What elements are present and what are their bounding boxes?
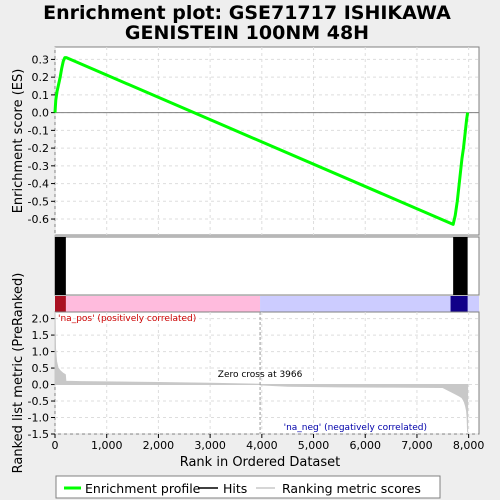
es-y-axis-label: Enrichment score (ES)	[11, 69, 26, 214]
es-y-tick-label: -0.1	[28, 124, 49, 137]
x-tick-label: 3,000	[194, 439, 226, 452]
es-y-tick-label: 0.3	[32, 53, 50, 66]
positive-label: 'na_pos' (positively correlated)	[58, 314, 196, 324]
metric-y-ticks: 2.0 1.5 1.0 0.5 0.0 -0.5 -1.0 -1.5	[28, 313, 55, 441]
metric-panel: 2.0 1.5 1.0 0.5 0.0 -0.5 -1.0 -1.5 0 1,000 2,000 3…	[11, 273, 484, 474]
es-y-tick-label: -0.4	[28, 178, 49, 191]
x-tick-label: 6,000	[349, 439, 381, 452]
es-panel: 0.3 0.2 0.1 0.0 -0.1 -0.2 -0.3 -0.4 -0.5 -0.6 Enr…	[11, 46, 480, 236]
metric-y-tick-label: -1.5	[28, 428, 49, 441]
x-tick-label: 5,000	[298, 439, 330, 452]
es-y-tick-label: -0.6	[28, 213, 49, 226]
es-y-tick-label: -0.3	[28, 160, 49, 173]
es-y-ticks: 0.3 0.2 0.1 0.0 -0.1 -0.2 -0.3 -0.4 -0.5 -0.6	[28, 53, 55, 226]
hits-panel	[54, 236, 480, 312]
negative-band-dark	[450, 296, 468, 312]
metric-plot-background	[54, 311, 480, 435]
x-tick-label: 0	[52, 439, 59, 452]
metric-y-axis-label: Ranked list metric (PreRanked)	[11, 273, 26, 474]
title-line-2: GENISTEIN 100NM 48H	[125, 22, 369, 44]
es-y-tick-label: -0.2	[28, 142, 49, 155]
x-axis-label: Rank in Ordered Dataset	[180, 455, 341, 470]
es-y-tick-label: 0.2	[32, 71, 50, 84]
metric-y-tick-label: 1.5	[32, 329, 50, 342]
zero-cross-label: Zero cross at 3966	[218, 370, 303, 380]
es-y-tick-label: 0.0	[32, 107, 50, 120]
legend-box	[55, 475, 441, 499]
legend-hits-label: Hits	[223, 481, 247, 496]
es-y-tick-label: 0.1	[32, 89, 50, 102]
metric-y-tick-label: 0.5	[32, 362, 50, 375]
legend-es-label: Enrichment profile	[85, 481, 201, 496]
metric-y-tick-label: -0.5	[28, 395, 49, 408]
positive-band-dark	[55, 296, 66, 312]
metric-y-tick-label: 1.0	[32, 346, 50, 359]
hit-block	[453, 237, 468, 295]
hit-marks	[55, 237, 468, 295]
enrichment-profile-line	[53, 56, 470, 226]
legend: Enrichment profile Hits Ranking metric s…	[55, 475, 441, 499]
metric-y-tick-label: 2.0	[32, 313, 50, 326]
x-tick-label: 4,000	[246, 439, 278, 452]
ranking-metric-area	[54, 311, 469, 433]
metric-y-tick-label: 0.0	[32, 379, 50, 392]
x-tick-label: 2,000	[143, 439, 175, 452]
title-line-1: Enrichment plot: GSE71717 ISHIKAWA	[43, 2, 451, 24]
hit-block	[55, 237, 66, 295]
negative-label: 'na_neg' (negatively correlated)	[284, 423, 427, 433]
hits-plot-background	[54, 236, 480, 296]
x-tick-label: 1,000	[91, 439, 123, 452]
x-tick-label: 8,000	[453, 439, 485, 452]
negative-band	[260, 296, 479, 312]
legend-metric-label: Ranking metric scores	[282, 481, 421, 496]
metric-y-tick-label: -1.0	[28, 412, 49, 425]
es-y-tick-label: -0.5	[28, 195, 49, 208]
metric-x-ticks: 0 1,000 2,000 3,000 4,000 5,000 6,000 7,000 8,00…	[52, 434, 485, 452]
x-tick-label: 7,000	[401, 439, 433, 452]
positive-band	[55, 296, 261, 312]
